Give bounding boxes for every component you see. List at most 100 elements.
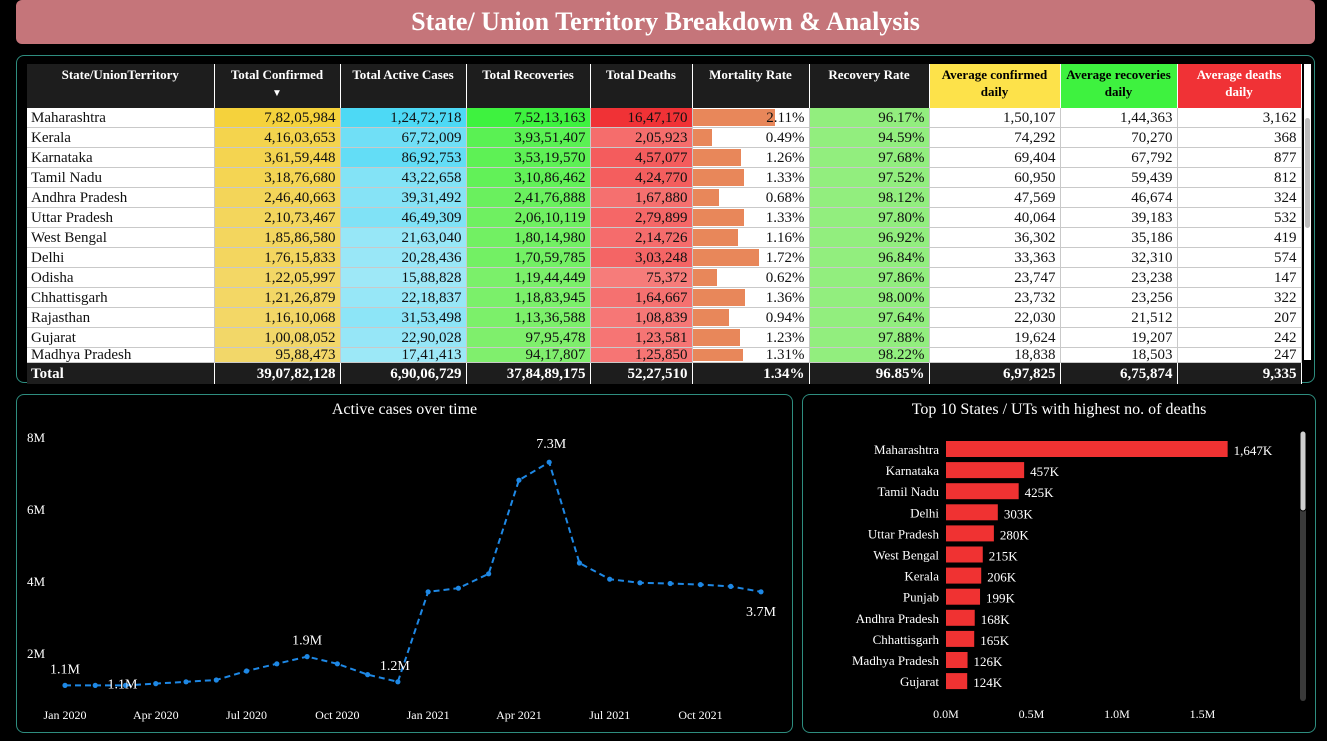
bar-value-label: 457K [1030, 464, 1060, 479]
death-bar [946, 483, 1019, 500]
data-label: 1.1M [50, 662, 81, 677]
header-total-deaths[interactable]: Total Deaths [590, 64, 693, 108]
table-row[interactable]: West Bengal 1,85,86,580 21,63,040 1,80,14,9… [27, 227, 1302, 248]
cell-active: 43,22,658 [340, 167, 467, 188]
top-deaths-panel: Top 10 States / UTs with highest no. of … [802, 394, 1316, 733]
x-tick-label: Apr 2021 [496, 708, 542, 722]
cell-active: 67,72,009 [340, 127, 467, 148]
table-row[interactable]: Delhi 1,76,15,833 20,28,436 1,70,59,785 3,03… [27, 247, 1302, 268]
table-row[interactable]: Kerala 4,16,03,653 67,72,009 3,93,51,407 2,0… [27, 127, 1302, 148]
table-row[interactable]: Karnataka 3,61,59,448 86,92,753 3,53,19,570… [27, 147, 1302, 168]
death-bar [946, 588, 981, 605]
table-row[interactable]: Chhattisgarh 1,21,26,879 22,18,837 1,18,83,… [27, 287, 1302, 308]
mortality-bar [692, 269, 717, 286]
cell-avg-deaths: 147 [1177, 267, 1302, 288]
data-point [365, 672, 371, 678]
data-label: 3.7M [746, 605, 777, 620]
bar-value-label: 206K [987, 570, 1017, 585]
death-bar [946, 673, 968, 690]
bar-category-label: Punjab [903, 590, 939, 605]
cell-mortality: 0.94% [692, 307, 810, 328]
cell-deaths: 3,03,248 [590, 247, 693, 268]
header-avg-recoveries[interactable]: Average recoveries daily [1060, 64, 1178, 108]
sort-desc-icon[interactable]: ▼ [272, 88, 282, 99]
cell-recovery-rate: 96.17% [809, 108, 930, 128]
death-bar [946, 525, 994, 542]
table-row[interactable]: Madhya Pradesh 95,88,473 17,41,413 94,17,80… [27, 347, 1302, 363]
header-avg-confirmed[interactable]: Average confirmed daily [929, 64, 1061, 108]
state-table: State/UnionTerritory Total Confirmed ▼ To… [27, 64, 1302, 384]
x-tick-label: Oct 2020 [315, 708, 359, 722]
cell-avg-deaths: 877 [1177, 147, 1302, 168]
data-point [455, 585, 461, 591]
data-point [122, 682, 129, 688]
cell-active: 86,92,753 [340, 147, 467, 168]
cell-avg-confirmed: 36,302 [929, 227, 1061, 248]
mortality-value: 0.94% [765, 309, 805, 326]
mortality-value: 1.26% [765, 149, 805, 166]
table-row[interactable]: Gujarat 1,00,08,052 22,90,028 97,95,478 1,23… [27, 327, 1302, 348]
cell-recovery-rate: 97.88% [809, 327, 930, 348]
cell-recoveries: 3,53,19,570 [466, 147, 591, 168]
data-point [486, 571, 492, 577]
death-bar [946, 504, 998, 521]
data-point [425, 589, 431, 595]
x-tick-label: Apr 2020 [133, 708, 179, 722]
mortality-bar [692, 329, 741, 346]
table-scrollbar[interactable] [1304, 64, 1311, 360]
mortality-value: 1.72% [765, 249, 805, 266]
total-confirmed: 39,07,82,128 [214, 362, 341, 384]
cell-avg-deaths: 324 [1177, 187, 1302, 208]
x-tick-label: Jul 2021 [589, 708, 630, 722]
cell-state: Uttar Pradesh [27, 207, 215, 228]
data-label: 7.3M [536, 437, 567, 452]
table-scrollbar-thumb[interactable] [1305, 118, 1310, 228]
table-row[interactable]: Andhra Pradesh 2,46,40,663 39,31,492 2,41,7… [27, 187, 1302, 208]
bar-category-label: Chhattisgarh [873, 632, 940, 647]
table-row[interactable]: Rajasthan 1,16,10,068 31,53,498 1,13,36,588… [27, 307, 1302, 328]
header-total-recoveries[interactable]: Total Recoveries [466, 64, 591, 108]
cell-mortality: 0.62% [692, 267, 810, 288]
cell-deaths: 75,372 [590, 267, 693, 288]
page-title: State/ Union Territory Breakdown & Analy… [16, 0, 1315, 44]
data-point [304, 654, 310, 660]
cell-mortality: 1.36% [692, 287, 810, 308]
header-recovery-rate[interactable]: Recovery Rate [809, 64, 930, 108]
cell-confirmed: 1,76,15,833 [214, 247, 341, 268]
cell-active: 1,24,72,718 [340, 108, 467, 128]
header-state[interactable]: State/UnionTerritory [27, 64, 215, 108]
bar-category-label: Kerala [904, 569, 939, 584]
header-mortality-rate[interactable]: Mortality Rate [692, 64, 810, 108]
cell-avg-recoveries: 67,792 [1060, 147, 1178, 168]
cell-state: Karnataka [27, 147, 215, 168]
data-point [334, 661, 340, 667]
cell-recoveries: 1,13,36,588 [466, 307, 591, 328]
cell-avg-recoveries: 18,503 [1060, 347, 1178, 363]
cell-state: Delhi [27, 247, 215, 268]
cell-deaths: 1,23,581 [590, 327, 693, 348]
data-point [213, 677, 219, 683]
header-avg-deaths[interactable]: Average deaths daily [1177, 64, 1302, 108]
mortality-value: 0.68% [765, 189, 805, 206]
bar-category-label: Karnataka [886, 463, 940, 478]
top-deaths-bar-chart: Maharashtra 1,647K Karnataka 457K Tamil Nadu… [852, 430, 1307, 721]
data-point [576, 560, 583, 566]
header-total-confirmed[interactable]: Total Confirmed ▼ [214, 64, 341, 108]
mortality-bar [692, 129, 712, 146]
table-row[interactable]: Odisha 1,22,05,997 15,88,828 1,19,44,449 75,… [27, 267, 1302, 288]
table-row[interactable]: Tamil Nadu 3,18,76,680 43,22,658 3,10,86,46… [27, 167, 1302, 188]
mortality-value: 0.62% [765, 269, 805, 286]
table-row[interactable]: Maharashtra 7,82,05,984 1,24,72,718 7,52,13… [27, 108, 1302, 128]
cell-avg-deaths: 322 [1177, 287, 1302, 308]
cell-deaths: 4,57,077 [590, 147, 693, 168]
cell-state: Chhattisgarh [27, 287, 215, 308]
cell-recovery-rate: 98.00% [809, 287, 930, 308]
x-tick-label: 0.0M [933, 707, 959, 721]
header-total-active[interactable]: Total Active Cases [340, 64, 467, 108]
table-row[interactable]: Uttar Pradesh 2,10,73,467 46,49,309 2,06,10… [27, 207, 1302, 228]
cell-recovery-rate: 97.64% [809, 307, 930, 328]
cell-avg-recoveries: 59,439 [1060, 167, 1178, 188]
table-total-row: Total 39,07,82,128 6,90,06,729 37,84,89,… [27, 362, 1302, 384]
bar-chart-scrollbar-thumb [1299, 430, 1307, 512]
death-bar [946, 652, 968, 668]
